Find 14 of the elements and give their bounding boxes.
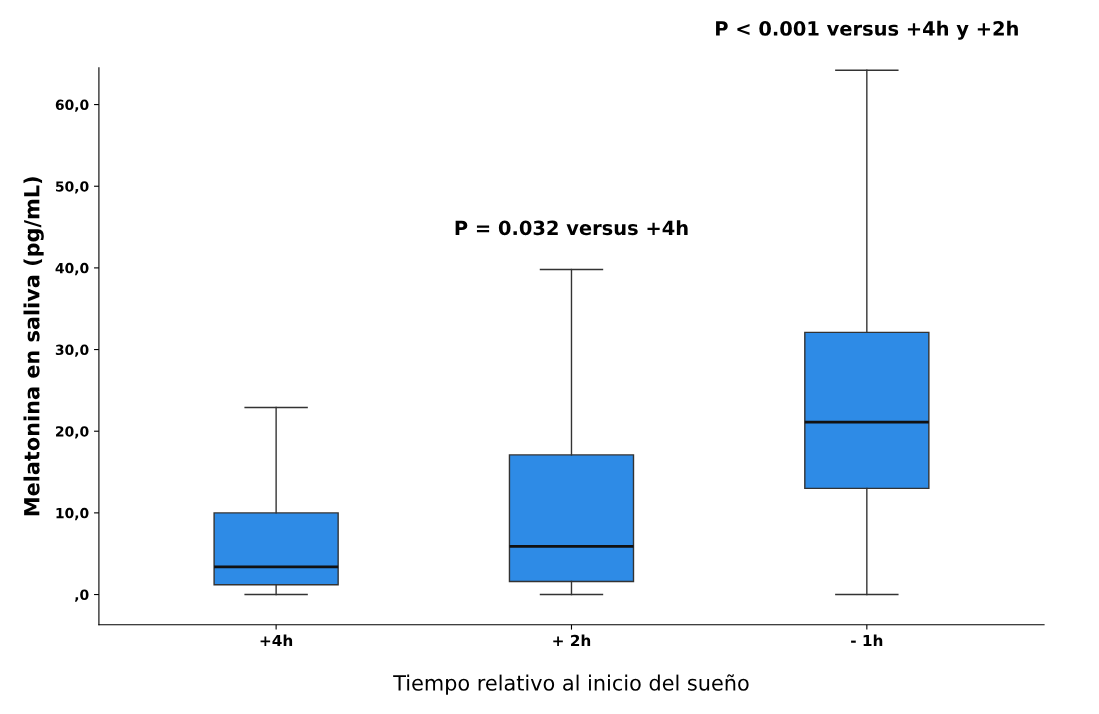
y-tick-label: 50,0 xyxy=(55,181,89,194)
y-tick-label: 60,0 xyxy=(55,99,89,112)
y-axis-title: Melatonina en saliva (pg/mL) xyxy=(23,177,44,516)
y-tick-label: ,0 xyxy=(74,589,89,602)
y-tick-label: 10,0 xyxy=(56,507,89,521)
y-tick-label: 20,0 xyxy=(56,426,89,439)
y-tick-label: 30,0 xyxy=(55,344,89,357)
y-tick-label: 40,0 xyxy=(55,262,89,276)
x-axis-title: Tiempo relativo al inicio del sueño xyxy=(393,674,749,695)
x-tick-label: - 1h xyxy=(851,634,883,647)
x-tick-label: +4h xyxy=(260,634,293,647)
x-tick-label: + 2h xyxy=(553,634,591,647)
annotation: P = 0.032 versus +4h xyxy=(455,220,688,236)
text: P < 0.001 versus +4h y +2h xyxy=(716,20,1018,40)
